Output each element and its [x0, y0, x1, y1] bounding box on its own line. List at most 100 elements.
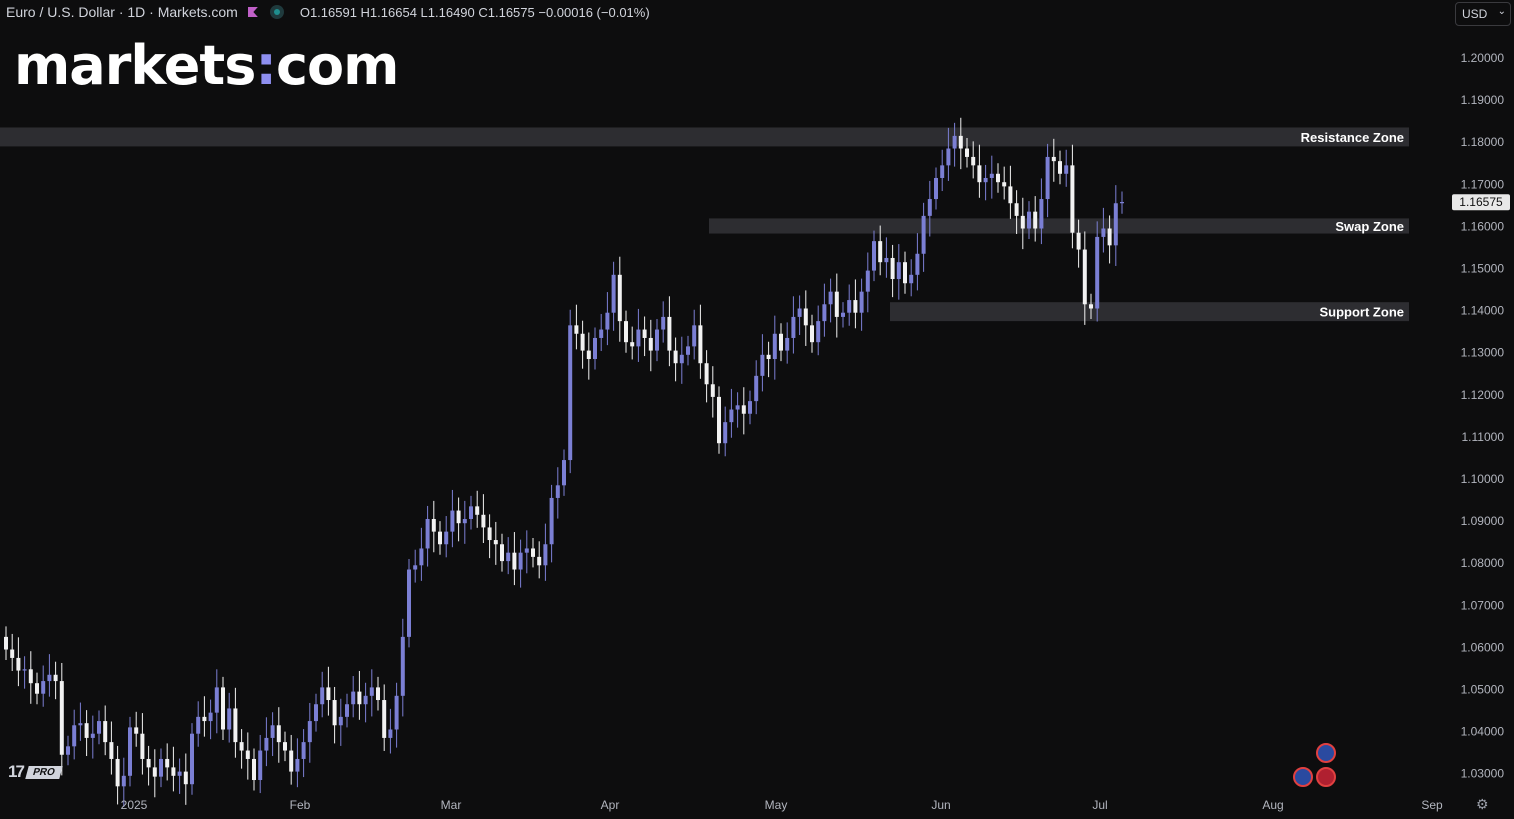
- candle: [493, 521, 498, 565]
- candle: [481, 494, 486, 543]
- candle: [394, 682, 399, 748]
- price-tick-label: 1.06000: [1461, 640, 1505, 654]
- candle-body: [971, 156, 976, 166]
- candle-body: [636, 329, 641, 347]
- candle-body: [580, 333, 585, 351]
- candle: [946, 127, 951, 181]
- candle: [909, 259, 914, 297]
- candle: [586, 332, 591, 380]
- candle: [841, 302, 845, 328]
- candle-body: [481, 514, 486, 528]
- candle-body: [283, 742, 287, 751]
- candle-body: [202, 716, 207, 722]
- candle-body: [766, 354, 771, 360]
- candle: [878, 225, 883, 276]
- candle-body: [431, 518, 436, 532]
- candle-body: [10, 649, 15, 658]
- candle-body: [512, 552, 517, 570]
- event-flag-circle: [1293, 767, 1313, 787]
- candle-body: [196, 716, 201, 734]
- settings-gear-icon[interactable]: ⚙: [1476, 796, 1489, 812]
- candle-body: [617, 274, 622, 322]
- economic-event-icon[interactable]: [1293, 767, 1313, 787]
- candle-body: [450, 510, 455, 532]
- candle: [53, 661, 58, 700]
- symbol-header: Euro / U.S. Dollar · 1D · Markets.com O1…: [6, 4, 650, 20]
- candle-body: [921, 215, 926, 254]
- candle: [419, 527, 424, 581]
- candle: [171, 746, 176, 792]
- candle: [872, 230, 876, 282]
- candle: [97, 710, 101, 745]
- candle: [283, 731, 287, 762]
- candle: [121, 757, 126, 807]
- bookmark-flag-icon[interactable]: [247, 7, 258, 17]
- candle-body: [754, 375, 759, 402]
- zone-label: Swap Zone: [1335, 219, 1404, 234]
- candle-body: [989, 173, 994, 178]
- candle-body: [940, 165, 945, 178]
- candle: [971, 141, 976, 179]
- tradingview-logo[interactable]: 17 PRO: [8, 762, 63, 782]
- candle: [59, 662, 64, 776]
- candle-body: [78, 723, 83, 726]
- candle-body: [252, 758, 256, 781]
- candle: [28, 651, 33, 704]
- candle-body: [1082, 249, 1087, 305]
- candle: [518, 539, 523, 588]
- currency-select[interactable]: USD ⌄: [1455, 2, 1511, 26]
- price-tick-label: 1.09000: [1461, 514, 1505, 528]
- candle-body: [537, 556, 542, 566]
- candle-body: [934, 177, 938, 200]
- event-flag-circle: [1316, 743, 1336, 763]
- zone-band: [709, 218, 1409, 234]
- candle: [760, 334, 765, 392]
- candle-body: [952, 135, 957, 149]
- price-tick-label: 1.04000: [1461, 725, 1505, 739]
- candle-body: [28, 669, 33, 684]
- candle: [803, 290, 808, 346]
- candle-body: [456, 510, 461, 524]
- price-axis[interactable]: 1.20000 1.19000 1.18000 1.17000 1.16000 1.150…: [1452, 51, 1510, 781]
- candle: [84, 710, 89, 757]
- candle-body: [518, 552, 523, 570]
- candle-body: [1051, 156, 1056, 162]
- price-tick-label: 1.03000: [1461, 767, 1505, 781]
- candle: [927, 180, 932, 237]
- candle: [952, 122, 957, 167]
- economic-event-icon[interactable]: [1316, 743, 1336, 763]
- candle: [934, 167, 938, 210]
- candle-body: [35, 683, 39, 694]
- zone-band: [890, 302, 1409, 322]
- candle-body: [890, 257, 895, 280]
- candle: [90, 715, 95, 759]
- candle-body: [543, 544, 548, 566]
- candle: [314, 693, 318, 732]
- candle-body: [376, 687, 380, 701]
- candle-body: [605, 312, 610, 330]
- candle: [679, 336, 684, 384]
- candle-body: [400, 636, 405, 696]
- candle-body: [332, 700, 337, 726]
- last-price-tag: [1452, 194, 1510, 211]
- candle-body: [190, 733, 194, 785]
- candle-body: [121, 775, 126, 787]
- candle-body: [872, 241, 876, 271]
- candle-body: [338, 716, 343, 726]
- economic-event-icon[interactable]: [1316, 767, 1336, 787]
- candle: [270, 712, 275, 757]
- candle: [1002, 166, 1007, 200]
- price-tick-label: 1.10000: [1461, 472, 1505, 486]
- logo-text-left: markets: [14, 34, 256, 97]
- candle-body: [1101, 228, 1106, 237]
- time-axis[interactable]: 2025 Feb Mar Apr May Jun Jul Aug Sep: [121, 798, 1443, 812]
- candle: [41, 665, 46, 707]
- last-price-label: 1.16575: [1459, 195, 1503, 209]
- chevron-down-icon: ⌄: [1497, 6, 1506, 17]
- price-tick-label: 1.14000: [1461, 304, 1505, 318]
- candle-body: [351, 691, 356, 705]
- zone-label: Support Zone: [1320, 305, 1405, 320]
- candle-body: [1107, 228, 1112, 246]
- symbol-title[interactable]: Euro / U.S. Dollar · 1D · Markets.com: [6, 4, 238, 20]
